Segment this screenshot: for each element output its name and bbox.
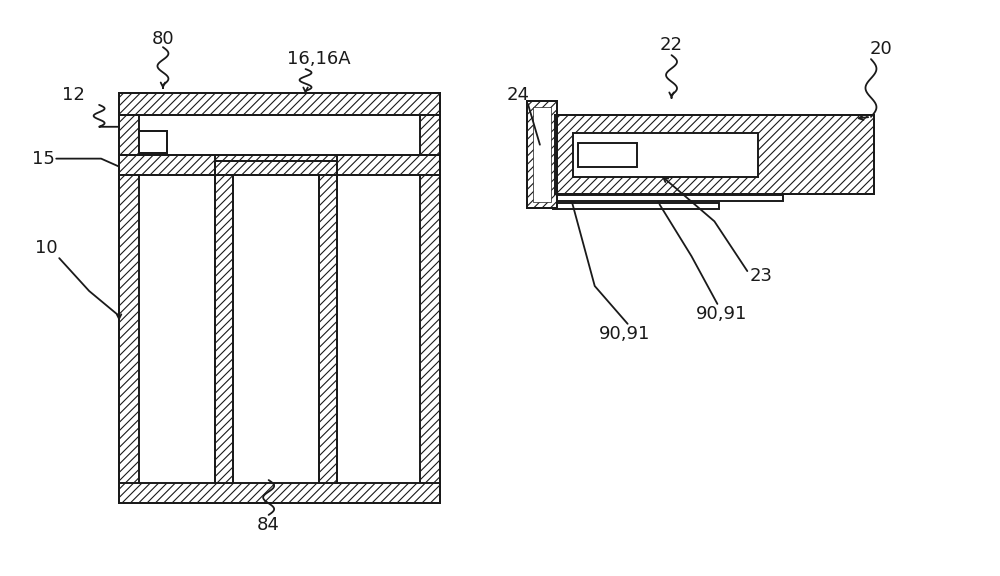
Text: 80: 80 [152, 30, 174, 48]
Bar [573, 132, 758, 176]
Bar [553, 203, 719, 210]
Bar [527, 101, 557, 209]
Text: 16,16A: 16,16A [287, 50, 350, 68]
Text: 20: 20 [870, 40, 892, 58]
Bar [578, 143, 637, 166]
Text: 24: 24 [506, 86, 529, 104]
Bar [119, 95, 139, 503]
Bar [319, 175, 337, 483]
Bar [119, 483, 440, 503]
Text: 22: 22 [660, 36, 683, 54]
Bar [215, 161, 337, 175]
Bar [119, 154, 440, 175]
Text: 23: 23 [750, 267, 773, 285]
Text: 15: 15 [32, 150, 55, 168]
Bar [533, 107, 551, 202]
Bar [215, 175, 233, 483]
Bar [139, 117, 420, 483]
Bar [215, 154, 337, 175]
Bar [420, 95, 440, 503]
Text: 12: 12 [62, 86, 85, 104]
Bar [119, 93, 440, 115]
Bar [555, 115, 874, 195]
Text: 90,91: 90,91 [599, 325, 650, 343]
Bar [553, 195, 783, 202]
Text: 84: 84 [257, 516, 280, 534]
Text: 10: 10 [35, 239, 58, 257]
Text: 90,91: 90,91 [696, 305, 747, 323]
Bar [233, 175, 319, 483]
Bar [139, 131, 167, 153]
Bar [215, 154, 337, 175]
